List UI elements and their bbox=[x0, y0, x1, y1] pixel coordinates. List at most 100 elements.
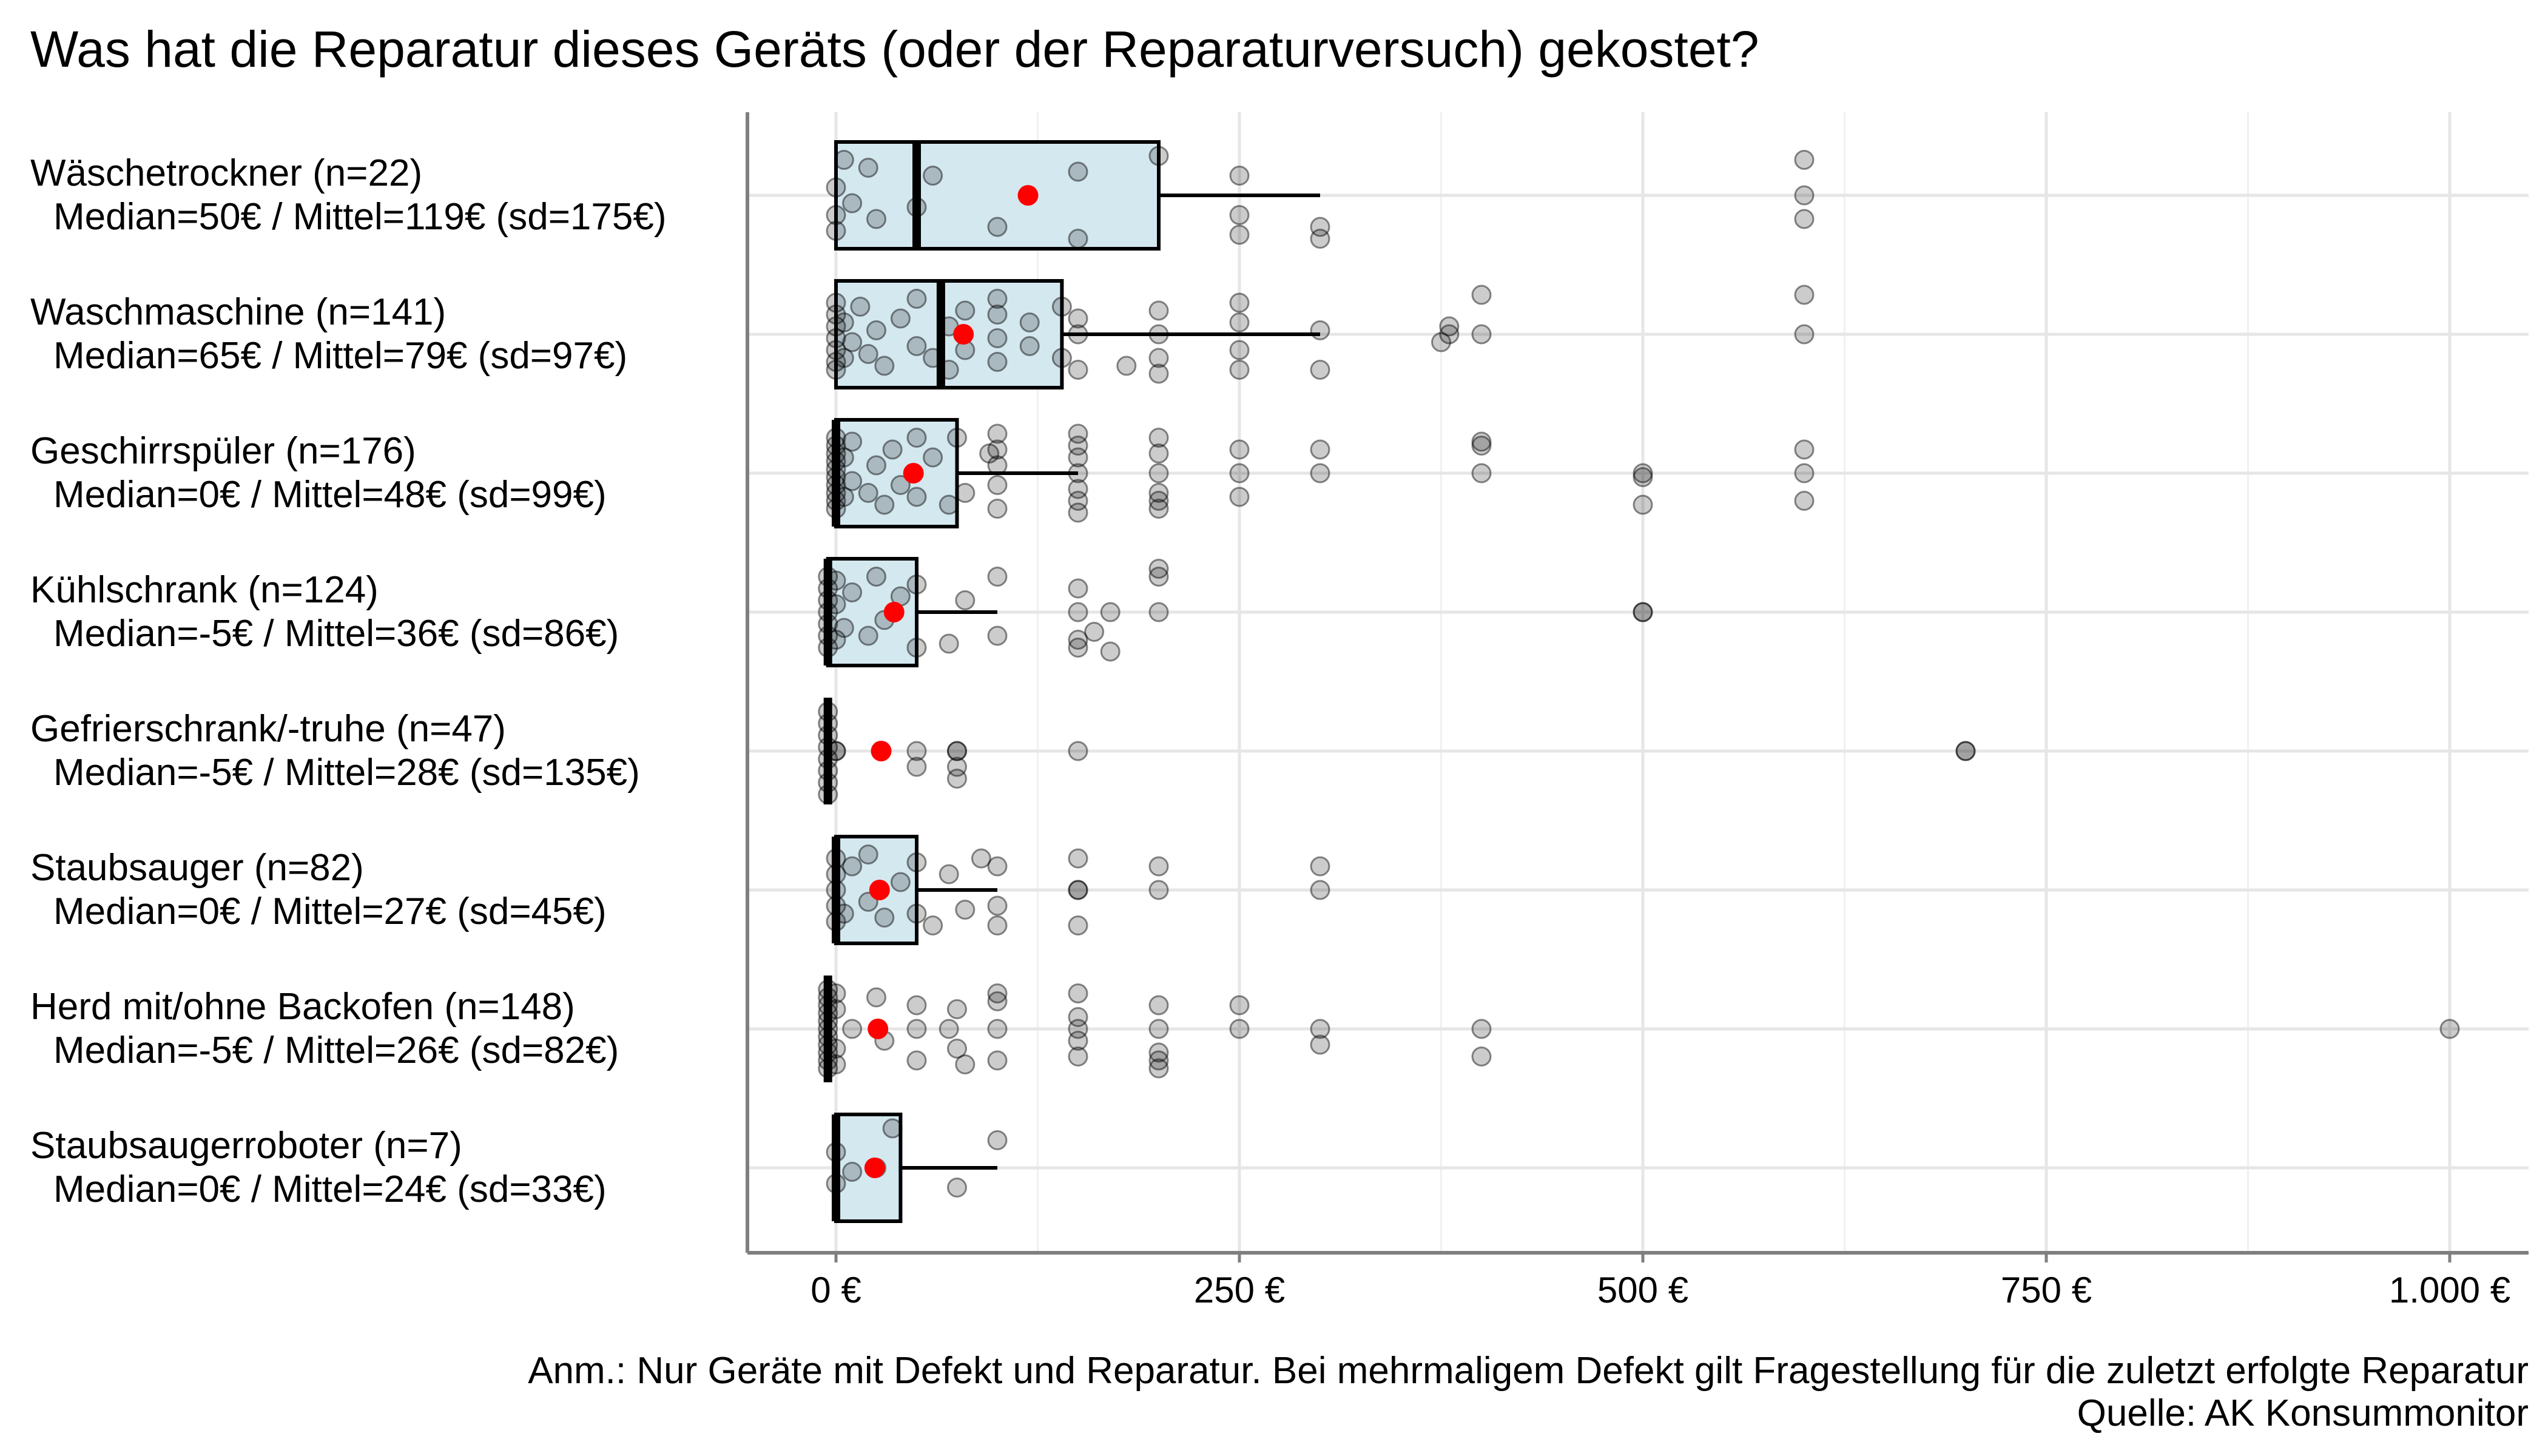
data-point bbox=[1229, 340, 1250, 360]
data-point bbox=[826, 443, 846, 463]
data-point bbox=[939, 633, 959, 654]
data-point bbox=[1148, 499, 1169, 519]
data-point bbox=[1310, 229, 1330, 249]
x-tick-label: 500 € bbox=[1597, 1270, 1688, 1310]
data-point bbox=[842, 431, 863, 452]
data-point bbox=[826, 475, 846, 495]
data-point bbox=[923, 348, 943, 368]
data-point bbox=[890, 475, 911, 495]
iqr-box bbox=[834, 418, 959, 528]
data-point bbox=[987, 455, 1008, 476]
data-point bbox=[1229, 224, 1250, 245]
data-point bbox=[1229, 166, 1250, 186]
data-point bbox=[826, 316, 846, 337]
data-point bbox=[1051, 348, 1072, 368]
point-layer bbox=[818, 146, 2460, 1198]
data-point bbox=[1794, 185, 1815, 206]
data-point bbox=[947, 757, 967, 777]
data-point bbox=[1100, 602, 1121, 622]
data-point bbox=[818, 1050, 838, 1071]
category-stats-label: Median=50€ / Mittel=119€ (sd=175€) bbox=[53, 196, 666, 238]
data-point bbox=[834, 447, 854, 468]
data-point bbox=[1794, 324, 1815, 345]
category-label: Kühlschrank (n=124) bbox=[30, 569, 379, 611]
data-point bbox=[826, 848, 846, 869]
data-point bbox=[866, 455, 886, 476]
data-point bbox=[1068, 741, 1088, 761]
chart-title: Was hat die Reparatur dieses Geräts (ode… bbox=[30, 21, 1759, 78]
data-point bbox=[826, 911, 846, 932]
data-point bbox=[987, 328, 1008, 348]
box-layer bbox=[823, 140, 1320, 1223]
data-point bbox=[1794, 209, 1815, 229]
data-point bbox=[1955, 741, 1976, 761]
data-point bbox=[955, 590, 976, 610]
data-point bbox=[987, 352, 1008, 372]
data-point bbox=[1148, 559, 1169, 579]
data-point bbox=[1310, 1019, 1330, 1039]
data-point bbox=[826, 360, 846, 380]
data-point bbox=[826, 305, 846, 325]
data-point bbox=[818, 567, 838, 587]
data-point bbox=[818, 979, 838, 1000]
data-point bbox=[987, 1019, 1008, 1039]
category-stats-label: Median=-5€ / Mittel=26€ (sd=82€) bbox=[53, 1030, 619, 1071]
data-point bbox=[858, 625, 878, 646]
grid-layer bbox=[747, 112, 2529, 1253]
data-point bbox=[1439, 316, 1460, 337]
data-point bbox=[866, 209, 886, 229]
data-point bbox=[834, 150, 854, 170]
data-point bbox=[818, 638, 838, 658]
data-point bbox=[1019, 312, 1040, 332]
data-point bbox=[906, 852, 927, 872]
data-point bbox=[882, 439, 903, 460]
data-point bbox=[826, 436, 846, 456]
x-tick-label: 750 € bbox=[2001, 1270, 2092, 1310]
data-point bbox=[818, 1034, 838, 1055]
data-point bbox=[1229, 360, 1250, 380]
data-point bbox=[947, 1039, 967, 1059]
data-point bbox=[1471, 1019, 1492, 1039]
data-point bbox=[1229, 1019, 1250, 1039]
data-point bbox=[834, 487, 854, 507]
data-point bbox=[1310, 880, 1330, 900]
data-point bbox=[947, 1178, 967, 1198]
data-point bbox=[1068, 360, 1088, 380]
data-point bbox=[1794, 150, 1815, 170]
category-label: Herd mit/ohne Backofen (n=148) bbox=[30, 986, 575, 1028]
data-point bbox=[906, 487, 927, 507]
data-point bbox=[818, 590, 838, 610]
data-point bbox=[906, 995, 927, 1016]
data-point bbox=[906, 289, 927, 309]
data-point bbox=[842, 856, 863, 877]
data-point bbox=[987, 289, 1008, 309]
data-point bbox=[947, 428, 967, 448]
data-point bbox=[874, 494, 895, 515]
data-point bbox=[858, 344, 878, 364]
data-point bbox=[1068, 502, 1088, 523]
category-stats-label: Median=-5€ / Mittel=28€ (sd=135€) bbox=[53, 752, 640, 794]
data-point bbox=[1068, 229, 1088, 249]
data-point bbox=[882, 1118, 903, 1139]
data-point bbox=[1116, 356, 1137, 376]
data-point bbox=[1310, 360, 1330, 380]
data-point bbox=[842, 1019, 863, 1039]
data-point bbox=[818, 737, 838, 757]
data-point bbox=[866, 567, 886, 587]
data-point bbox=[1148, 491, 1169, 511]
data-point bbox=[818, 578, 838, 599]
data-point bbox=[850, 297, 871, 317]
data-point bbox=[955, 300, 976, 321]
data-point bbox=[947, 999, 967, 1019]
data-point bbox=[906, 903, 927, 924]
data-point bbox=[1148, 567, 1169, 587]
data-point bbox=[1229, 995, 1250, 1016]
data-point bbox=[818, 772, 838, 793]
data-point bbox=[842, 193, 863, 214]
data-point bbox=[1068, 436, 1088, 456]
data-point bbox=[842, 1162, 863, 1182]
mean-marker bbox=[903, 463, 924, 484]
data-point bbox=[987, 305, 1008, 325]
data-point bbox=[826, 741, 846, 761]
data-point bbox=[826, 483, 846, 503]
